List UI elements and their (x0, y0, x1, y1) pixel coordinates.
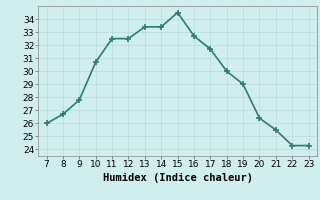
X-axis label: Humidex (Indice chaleur): Humidex (Indice chaleur) (103, 173, 252, 183)
